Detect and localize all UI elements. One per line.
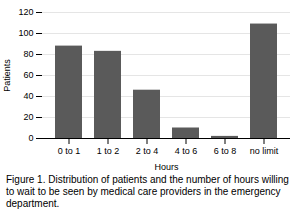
svg-text:60: 60 [23,70,33,80]
svg-text:2 to 4: 2 to 4 [136,146,159,156]
svg-text:0: 0 [28,133,33,143]
svg-text:1 to 2: 1 to 2 [97,146,120,156]
svg-text:80: 80 [23,49,33,59]
svg-text:Hours: Hours [154,162,179,172]
html-text:Figure 1. Distribution of pati: Figure 1. Distribution of patients and t… [6,174,289,209]
svg-text:4 to 6: 4 to 6 [175,146,198,156]
svg-text:120: 120 [18,7,33,17]
svg-text:20: 20 [23,112,33,122]
svg-text:0 to 1: 0 to 1 [58,146,81,156]
svg-text:40: 40 [23,91,33,101]
svg-text:100: 100 [18,28,33,38]
svg-text:no limit: no limit [250,146,279,156]
svg-text:Patients: Patients [2,59,12,92]
svg-text:6 to 8: 6 to 8 [214,146,237,156]
